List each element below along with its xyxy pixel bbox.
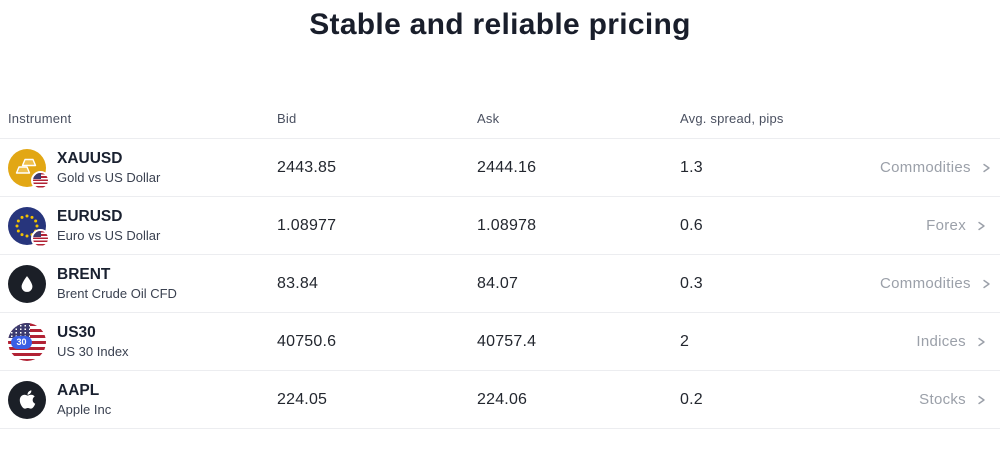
table-row[interactable]: 30 US30 US 30 Index 40750.6 40757.4 2 In… bbox=[0, 313, 1000, 371]
table-header-row: Instrument Bid Ask Avg. spread, pips bbox=[0, 99, 1000, 139]
ask-value: 224.06 bbox=[477, 390, 528, 408]
instrument-name: Apple Inc bbox=[57, 402, 112, 417]
category-label: Stocks bbox=[919, 391, 966, 408]
spread-value: 2 bbox=[680, 332, 690, 350]
gold-us-flag-icon bbox=[8, 148, 46, 187]
column-header-ask: Ask bbox=[477, 111, 500, 126]
gold-bars-icon bbox=[15, 158, 36, 174]
ask-value: 84.07 bbox=[477, 274, 519, 292]
chevron-right-icon bbox=[978, 395, 985, 404]
spread-value: 0.2 bbox=[680, 390, 703, 408]
chevron-right-icon bbox=[978, 337, 985, 346]
us30-badge: 30 bbox=[11, 335, 32, 349]
category-link[interactable]: Forex bbox=[880, 217, 1000, 234]
category-link[interactable]: Stocks bbox=[880, 391, 1000, 408]
category-label: Indices bbox=[916, 333, 966, 350]
pricing-table: Instrument Bid Ask Avg. spread, pips XAU… bbox=[0, 99, 1000, 429]
instrument-name: Brent Crude Oil CFD bbox=[57, 286, 177, 301]
instrument-symbol: XAUUSD bbox=[57, 150, 123, 167]
spread-value: 0.6 bbox=[680, 216, 703, 234]
column-header-bid: Bid bbox=[277, 111, 297, 126]
bid-value: 40750.6 bbox=[277, 332, 337, 350]
instrument-name: Gold vs US Dollar bbox=[57, 170, 161, 185]
apple-icon bbox=[19, 390, 35, 409]
us-flag-icon bbox=[31, 228, 50, 248]
category-link[interactable]: Commodities bbox=[880, 159, 1000, 176]
apple-logo-icon bbox=[8, 380, 46, 419]
drop-icon bbox=[21, 275, 33, 292]
instrument-cell: 30 US30 US 30 Index bbox=[8, 322, 277, 361]
table-row[interactable]: AAPL Apple Inc 224.05 224.06 0.2 Stocks bbox=[0, 371, 1000, 429]
table-row[interactable]: EURUSD Euro vs US Dollar 1.08977 1.08978… bbox=[0, 197, 1000, 255]
oil-drop-icon bbox=[8, 264, 46, 303]
instrument-cell: XAUUSD Gold vs US Dollar bbox=[8, 148, 277, 190]
instrument-name: Euro vs US Dollar bbox=[57, 228, 161, 243]
page-title: Stable and reliable pricing bbox=[309, 8, 691, 41]
instrument-cell: BRENT Brent Crude Oil CFD bbox=[8, 264, 277, 303]
instrument-cell: EURUSD Euro vs US Dollar bbox=[8, 206, 277, 248]
column-header-spread: Avg. spread, pips bbox=[680, 111, 784, 126]
chevron-right-icon bbox=[983, 279, 990, 288]
bid-value: 224.05 bbox=[277, 390, 328, 408]
eu-stars-icon bbox=[15, 214, 39, 237]
instrument-cell: AAPL Apple Inc bbox=[8, 380, 277, 419]
category-label: Forex bbox=[926, 217, 966, 234]
category-label: Commodities bbox=[880, 159, 971, 176]
instrument-symbol: BRENT bbox=[57, 266, 111, 283]
gold-us-flag-icon bbox=[8, 148, 50, 190]
instrument-symbol: EURUSD bbox=[57, 208, 123, 225]
us-flag-icon bbox=[31, 170, 50, 190]
bid-value: 1.08977 bbox=[277, 216, 337, 234]
category-link[interactable]: Indices bbox=[880, 333, 1000, 350]
column-header-instrument: Instrument bbox=[8, 111, 72, 126]
apple-logo-icon bbox=[8, 380, 46, 419]
spread-value: 1.3 bbox=[680, 158, 703, 176]
spread-value: 0.3 bbox=[680, 274, 703, 292]
us-flag-30-icon: 30 bbox=[8, 322, 46, 361]
bid-value: 2443.85 bbox=[277, 158, 337, 176]
instrument-symbol: US30 bbox=[57, 324, 96, 341]
table-row[interactable]: XAUUSD Gold vs US Dollar 2443.85 2444.16… bbox=[0, 139, 1000, 197]
chevron-right-icon bbox=[978, 221, 985, 230]
chevron-right-icon bbox=[983, 163, 990, 172]
table-body: XAUUSD Gold vs US Dollar 2443.85 2444.16… bbox=[0, 139, 1000, 429]
category-label: Commodities bbox=[880, 275, 971, 292]
table-row[interactable]: BRENT Brent Crude Oil CFD 83.84 84.07 0.… bbox=[0, 255, 1000, 313]
eu-us-flag-icon bbox=[8, 206, 50, 248]
ask-value: 1.08978 bbox=[477, 216, 537, 234]
instrument-symbol: AAPL bbox=[57, 382, 100, 399]
instrument-name: US 30 Index bbox=[57, 344, 129, 359]
ask-value: 2444.16 bbox=[477, 158, 537, 176]
ask-value: 40757.4 bbox=[477, 332, 537, 350]
oil-drop-icon bbox=[8, 264, 46, 303]
category-link[interactable]: Commodities bbox=[880, 275, 1000, 292]
bid-value: 83.84 bbox=[277, 274, 319, 292]
